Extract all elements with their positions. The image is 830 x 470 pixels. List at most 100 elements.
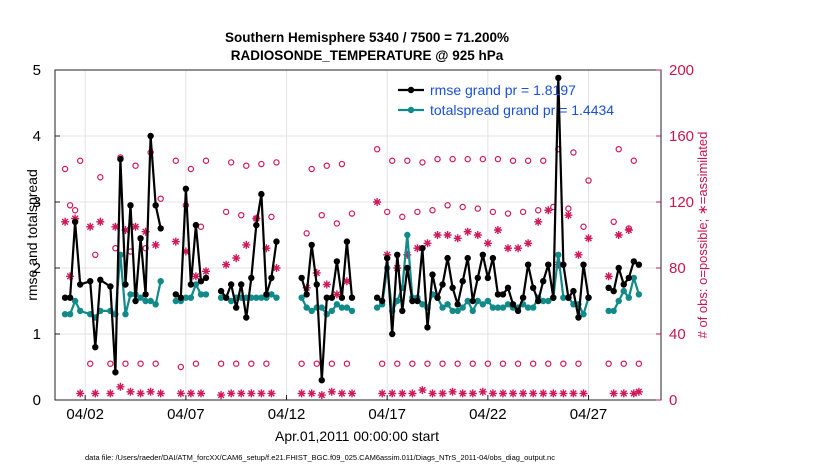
rmse-point — [263, 291, 270, 298]
totalspread-point — [137, 294, 144, 301]
obs-possible-point — [414, 208, 421, 216]
rmse-point — [399, 307, 406, 315]
obs-possible-point — [348, 210, 356, 217]
rmse-point — [383, 254, 391, 262]
obs-possible-point — [97, 174, 104, 181]
totalspread-point — [273, 294, 280, 301]
totalspread-point — [71, 297, 79, 305]
obs-assimilated-point — [519, 389, 528, 398]
obs-possible-point — [318, 211, 325, 219]
totalspread-point — [202, 291, 210, 298]
rmse-point — [202, 274, 210, 282]
obs-possible-point — [132, 162, 139, 169]
obs-assimilated-point — [453, 234, 462, 243]
obs-assimilated-point — [151, 240, 160, 249]
totalspread-point — [615, 297, 622, 305]
obs-assimilated-point — [186, 389, 195, 398]
obs-assimilated-point — [126, 387, 135, 396]
obs-possible-point — [545, 360, 552, 367]
obs-possible-point — [107, 360, 114, 367]
totalspread-point — [227, 297, 235, 305]
obs-assimilated-point — [202, 267, 210, 276]
obs-assimilated-point — [629, 389, 638, 398]
obs-assimilated-point — [609, 389, 618, 398]
rmse-point — [575, 314, 582, 321]
obs-assimilated-point — [217, 391, 226, 400]
rmse-point — [610, 287, 617, 295]
rmse-point — [514, 307, 522, 315]
rmse-point — [459, 278, 466, 285]
rmse-point — [540, 278, 547, 285]
totalspread-point — [142, 297, 149, 305]
obs-possible-point — [328, 360, 336, 367]
obs-assimilated-point — [96, 217, 105, 226]
rmse-point — [560, 261, 567, 268]
y-axis-right-label: # of obs: o=possible; ∗=assimilated — [695, 132, 710, 339]
totalspread-point — [479, 301, 487, 308]
obs-possible-point — [308, 165, 315, 173]
obs-assimilated-point — [554, 260, 563, 269]
obs-possible-point — [338, 160, 346, 168]
obs-assimilated-point — [488, 389, 497, 398]
x-axis-ticks: 04/02 04/07 04/12 04/17 04/22 04/27 — [66, 406, 607, 423]
obs-possible-point — [137, 360, 144, 367]
obs-assimilated-point — [408, 389, 417, 398]
obs-possible-point — [152, 360, 159, 367]
obs-possible-point — [615, 145, 622, 153]
obs-possible-point — [540, 157, 547, 164]
obs-assimilated-point — [327, 387, 336, 396]
rmse-point — [117, 155, 124, 163]
legend: rmse grand pr = 1.8197 totalspread grand… — [398, 82, 614, 118]
legend-marker-totalspread — [407, 106, 415, 114]
totalspread-point — [127, 291, 134, 298]
y-right-tick-label: 120 — [669, 194, 694, 211]
rmse-point — [519, 294, 527, 301]
rmse-point — [419, 245, 426, 252]
obs-assimilated-point — [86, 222, 95, 231]
totalspread-point — [343, 304, 351, 311]
obs-assimilated-point — [257, 389, 266, 398]
rmse-point — [580, 261, 587, 268]
rmse-point — [187, 281, 195, 288]
totalspread-point — [172, 297, 179, 305]
totalspread-point — [147, 297, 154, 305]
legend-label-totalspread: totalspread grand pr = 1.4434 — [430, 102, 614, 118]
rmse-point — [238, 281, 245, 288]
rmse-point — [147, 132, 154, 140]
rmse-point — [499, 291, 507, 298]
obs-possible-point — [389, 157, 396, 164]
totalspread-point — [373, 304, 381, 311]
obs-possible-point — [192, 360, 200, 367]
totalspread-point — [529, 304, 537, 311]
totalspread-point — [474, 297, 481, 305]
rmse-point — [122, 281, 129, 288]
obs-possible-point — [449, 155, 456, 163]
obs-possible-point — [585, 177, 592, 184]
rmse-point — [504, 284, 512, 291]
obs-possible-point — [71, 207, 79, 214]
obs-possible-point — [419, 159, 426, 166]
totalspread-point — [197, 291, 205, 298]
obs-possible-point — [66, 202, 74, 209]
totalspread-point — [308, 307, 315, 315]
obs-assimilated-point — [499, 389, 507, 398]
obs-possible-point — [177, 363, 185, 371]
x-tick-label: 04/17 — [368, 406, 406, 423]
y-right-tick-label: 200 — [669, 62, 694, 79]
rmse-point — [313, 281, 320, 288]
obs-assimilated-point — [237, 389, 246, 398]
chart-subtitle: RADIOSONDE_TEMPERATURE @ 925 hPa — [231, 48, 504, 63]
rmse-point — [484, 274, 492, 282]
obs-assimilated-point — [247, 389, 256, 398]
obs-possible-point — [399, 213, 406, 221]
obs-possible-point — [605, 360, 612, 367]
rmse-point — [404, 264, 411, 272]
obs-possible-point — [454, 360, 461, 367]
totalspread-point — [469, 307, 476, 315]
obs-assimilated-point — [267, 389, 276, 398]
obs-possible-point — [343, 360, 351, 367]
totalspread-point — [444, 301, 451, 308]
obs-possible-point — [298, 360, 305, 367]
totalspread-point — [454, 307, 461, 315]
obs-assimilated-point — [307, 389, 316, 398]
